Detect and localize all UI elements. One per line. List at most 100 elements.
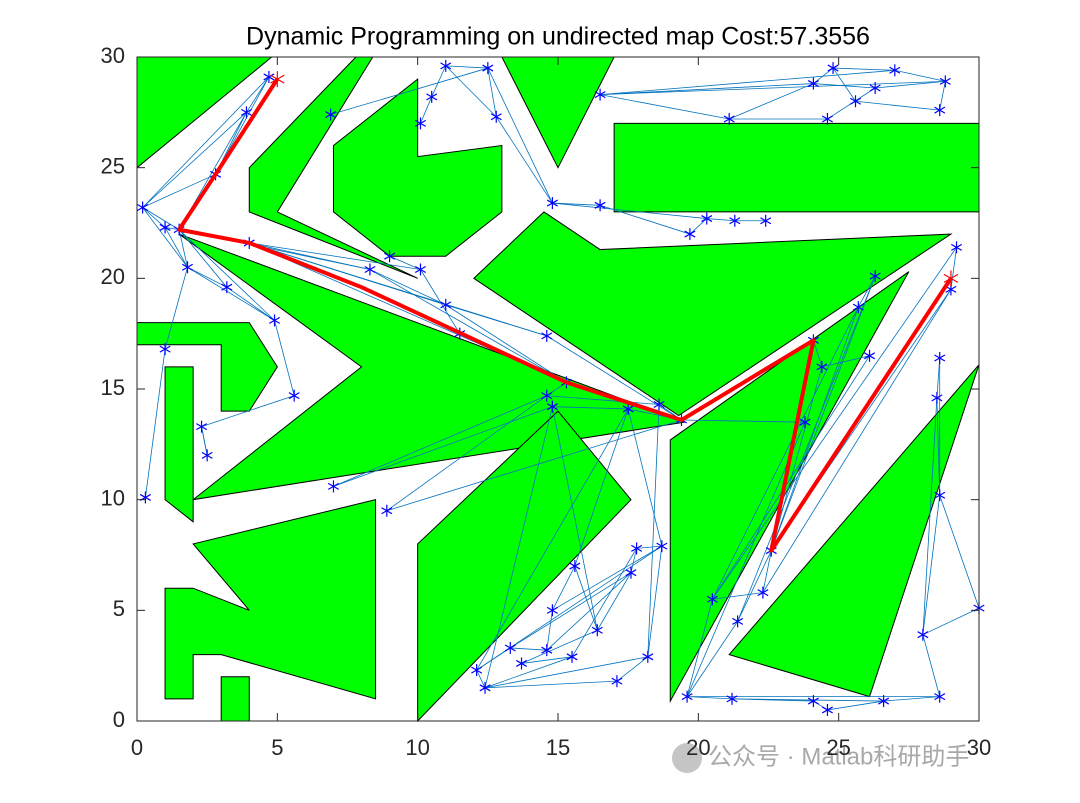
node bbox=[546, 604, 558, 617]
node bbox=[827, 62, 839, 75]
roadmap-edge bbox=[389, 255, 421, 270]
roadmap-edge bbox=[201, 426, 208, 456]
node bbox=[381, 504, 393, 517]
node-stroke bbox=[931, 394, 943, 402]
node bbox=[327, 480, 339, 493]
node-stroke bbox=[945, 285, 957, 293]
roadmap-edge bbox=[187, 266, 227, 288]
roadmap-edge bbox=[142, 207, 188, 268]
node-stroke bbox=[182, 263, 194, 271]
y-tick-label: 20 bbox=[101, 264, 125, 289]
node bbox=[159, 343, 171, 356]
node-stroke bbox=[515, 659, 528, 667]
roadmap-edge bbox=[855, 100, 940, 111]
roadmap-edge bbox=[636, 545, 662, 549]
roadmap-edge bbox=[936, 397, 941, 496]
node-stroke bbox=[934, 106, 946, 114]
roadmap-edge bbox=[551, 406, 598, 631]
node bbox=[681, 690, 693, 703]
roadmap-edge bbox=[484, 656, 573, 689]
roadmap-edge bbox=[627, 408, 663, 547]
roadmap-edge bbox=[201, 395, 295, 428]
node bbox=[594, 88, 606, 101]
node bbox=[729, 214, 741, 227]
node-stroke bbox=[479, 684, 491, 692]
node-stroke bbox=[546, 403, 558, 411]
node bbox=[541, 389, 553, 402]
roadmap-edge bbox=[420, 96, 433, 124]
node-stroke bbox=[159, 223, 171, 231]
node bbox=[849, 95, 862, 108]
node bbox=[852, 301, 864, 314]
node-stroke bbox=[934, 354, 946, 362]
roadmap-edge bbox=[487, 67, 497, 117]
node-stroke bbox=[440, 62, 452, 70]
node bbox=[541, 644, 553, 657]
node-stroke bbox=[726, 695, 738, 703]
node-stroke bbox=[159, 345, 171, 353]
roadmap-edge bbox=[883, 696, 940, 702]
y-tick-label: 30 bbox=[101, 43, 125, 68]
node-stroke bbox=[757, 589, 769, 597]
node-stroke bbox=[546, 199, 558, 207]
roadmap-edge bbox=[552, 565, 576, 611]
roadmap-edge bbox=[647, 404, 660, 657]
roadmap-edge bbox=[510, 572, 632, 649]
node-stroke bbox=[414, 119, 426, 127]
node-stroke bbox=[807, 80, 819, 88]
node bbox=[479, 681, 491, 694]
roadmap-edge bbox=[813, 67, 834, 84]
node bbox=[934, 489, 946, 502]
plot-area bbox=[136, 56, 985, 723]
node-stroke bbox=[196, 423, 208, 431]
x-tick-label: 0 bbox=[131, 735, 143, 760]
node-stroke bbox=[221, 283, 233, 291]
node bbox=[566, 650, 578, 663]
roadmap-edge bbox=[875, 80, 946, 89]
node-stroke bbox=[951, 243, 963, 251]
node-stroke bbox=[934, 693, 946, 701]
roadmap-edge bbox=[552, 202, 707, 219]
roadmap-edge bbox=[142, 173, 216, 208]
roadmap-edge bbox=[936, 357, 941, 398]
node-stroke bbox=[569, 562, 581, 570]
y-tick-label: 15 bbox=[101, 375, 125, 400]
node-stroke bbox=[594, 91, 606, 99]
roadmap-edge bbox=[510, 647, 547, 651]
roadmap-edge bbox=[165, 227, 180, 231]
node-stroke bbox=[591, 626, 603, 634]
node-stroke bbox=[807, 697, 819, 705]
node bbox=[364, 263, 376, 276]
roadmap-edge bbox=[445, 65, 488, 69]
node-stroke bbox=[622, 405, 634, 413]
roadmap-edge bbox=[681, 419, 805, 423]
node-stroke bbox=[939, 77, 951, 85]
roadmap-edge bbox=[495, 116, 553, 204]
node bbox=[201, 449, 213, 462]
node-stroke bbox=[327, 482, 339, 490]
node bbox=[440, 298, 452, 311]
start-marker bbox=[270, 71, 285, 88]
node-stroke bbox=[934, 491, 946, 499]
roadmap-edge bbox=[369, 269, 446, 306]
node-stroke bbox=[541, 392, 553, 400]
roadmap-edge bbox=[274, 320, 295, 396]
node bbox=[490, 110, 502, 123]
roadmap-edge bbox=[445, 65, 497, 118]
node-stroke bbox=[864, 352, 876, 360]
node bbox=[569, 560, 581, 573]
node bbox=[504, 641, 516, 654]
roadmap-edge bbox=[571, 548, 637, 658]
node bbox=[723, 112, 735, 125]
roadmap-edge bbox=[770, 306, 859, 551]
node-stroke bbox=[878, 697, 890, 705]
roadmap-edge bbox=[226, 286, 275, 321]
roadmap-edge bbox=[145, 349, 166, 498]
start-marker-stroke bbox=[270, 74, 285, 84]
node bbox=[414, 263, 426, 276]
node-stroke bbox=[799, 418, 811, 426]
node bbox=[951, 241, 963, 254]
roadmap-edge bbox=[445, 304, 547, 337]
roadmap-edge bbox=[729, 83, 814, 120]
